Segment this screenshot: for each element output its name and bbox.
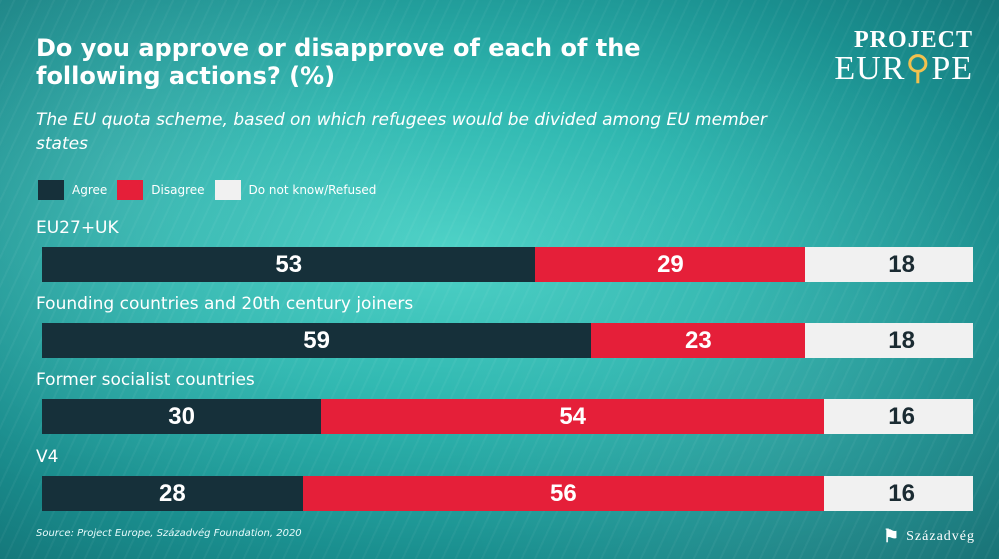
- legend-item-do-not-know: Do not know/Refused: [214, 180, 377, 200]
- bar-segment-disagree: 56: [302, 476, 825, 511]
- legend-item-disagree: Disagree: [117, 180, 205, 200]
- data-label-disagree: 54: [559, 402, 587, 430]
- stacked-bar: 30 54 16: [42, 399, 973, 434]
- data-label-disagree: 29: [657, 250, 684, 278]
- map-pin-icon: ⚲: [905, 50, 932, 87]
- chart-title: Do you approve or disapprove of each of …: [36, 34, 641, 90]
- data-label-agree: 53: [275, 250, 303, 278]
- legend-label-agree: Agree: [72, 183, 108, 197]
- bar-segment-agree: 59: [42, 323, 592, 358]
- category-label: Founding countries and 20th century join…: [36, 294, 414, 314]
- bar-segment-disagree: 29: [535, 247, 806, 282]
- data-label-agree: 30: [168, 402, 195, 430]
- data-label-do-not-know: 16: [888, 479, 915, 507]
- bar-segment-do-not-know: 18: [805, 247, 973, 282]
- bar-segment-do-not-know: 18: [805, 323, 973, 358]
- legend-item-agree: Agree: [38, 180, 107, 200]
- legend-swatch-do-not-know: [214, 180, 241, 200]
- stacked-bar: 59 23 18: [42, 323, 973, 358]
- legend-swatch-disagree: [117, 180, 144, 200]
- data-label-agree: 59: [303, 326, 330, 354]
- legend: Agree Disagree Do not know/Refused: [38, 180, 376, 200]
- project-europe-logo-line2: EUR⚲PE: [834, 50, 973, 87]
- project-europe-logo-line1: PROJECT: [853, 27, 973, 53]
- bar-segment-agree: 28: [42, 476, 303, 511]
- szazadveg-logo-icon: ⚑: [883, 526, 901, 546]
- category-label: EU27+UK: [36, 218, 119, 238]
- bar-segment-agree: 30: [42, 399, 322, 434]
- bar-segment-disagree: 23: [591, 323, 806, 358]
- bar-segment-do-not-know: 16: [824, 476, 973, 511]
- legend-label-do-not-know: Do not know/Refused: [248, 183, 377, 197]
- category-label: Former socialist countries: [36, 370, 255, 390]
- stacked-bar: 28 56 16: [42, 476, 973, 511]
- project-europe-logo: PROJECT EUR⚲PE: [834, 28, 973, 86]
- stacked-bar: 53 29 18: [42, 247, 973, 282]
- data-label-disagree: 23: [684, 326, 712, 354]
- legend-label-disagree: Disagree: [151, 183, 205, 197]
- legend-swatch-agree: [38, 180, 64, 200]
- bar-segment-agree: 53: [42, 247, 536, 282]
- data-label-do-not-know: 18: [888, 326, 915, 354]
- szazadveg-logo: ⚑ Századvég: [883, 526, 975, 547]
- data-label-do-not-know: 18: [888, 250, 915, 278]
- bar-segment-do-not-know: 16: [824, 399, 973, 434]
- data-label-disagree: 56: [550, 479, 577, 507]
- category-label: V4: [36, 447, 59, 467]
- data-label-do-not-know: 16: [888, 402, 915, 430]
- szazadveg-logo-text: Századvég: [906, 528, 975, 544]
- chart-subtitle: The EU quota scheme, based on which refu…: [36, 110, 767, 154]
- data-label-agree: 28: [158, 479, 186, 507]
- bar-segment-disagree: 54: [321, 399, 825, 434]
- source-note: Source: Project Europe, Századvég Founda…: [36, 528, 302, 539]
